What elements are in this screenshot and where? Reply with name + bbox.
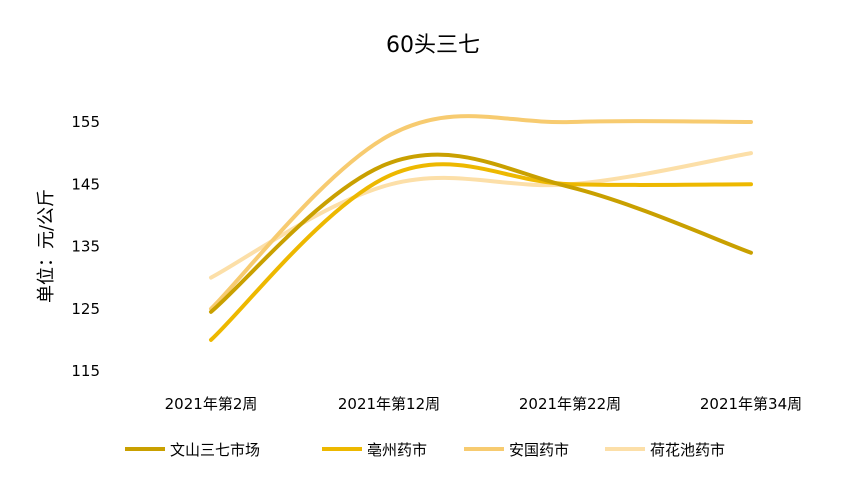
y-tick-label: 145 [71,175,100,193]
x-tick-label: 2021年第2周 [165,395,258,413]
y-tick-label: 125 [71,300,100,318]
legend-label: 文山三七市场 [170,441,260,459]
legend-item: 文山三七市场 [125,441,260,459]
series-line-1 [209,152,753,314]
y-tick-label: 135 [71,238,100,256]
series-line-2 [209,162,753,342]
y-tick-label: 155 [71,113,100,131]
legend-item: 荷花池药市 [605,441,725,459]
x-tick-label: 2021年第12周 [338,395,440,413]
y-axis-label: 单位：元/公斤 [36,189,57,303]
series-lines [209,114,753,342]
legend-label: 安国药市 [509,441,569,459]
legend: 文山三七市场 亳州药市 安国药市 荷花池药市 [125,441,725,459]
legend-label: 亳州药市 [367,441,427,459]
legend-item: 亳州药市 [322,441,427,459]
x-tick-label: 2021年第22周 [519,395,621,413]
x-tick-label: 2021年第34周 [700,395,802,413]
chart-title: 60头三七 [386,33,480,58]
series-line-3 [209,114,753,311]
y-tick-label: 115 [71,362,100,380]
x-axis-ticks: 2021年第2周 2021年第12周 2021年第22周 2021年第34周 [165,395,802,413]
legend-label: 荷花池药市 [650,441,725,459]
legend-item: 安国药市 [464,441,569,459]
series-line-4 [209,151,753,280]
y-axis-ticks: 115 125 135 145 155 [71,113,100,380]
